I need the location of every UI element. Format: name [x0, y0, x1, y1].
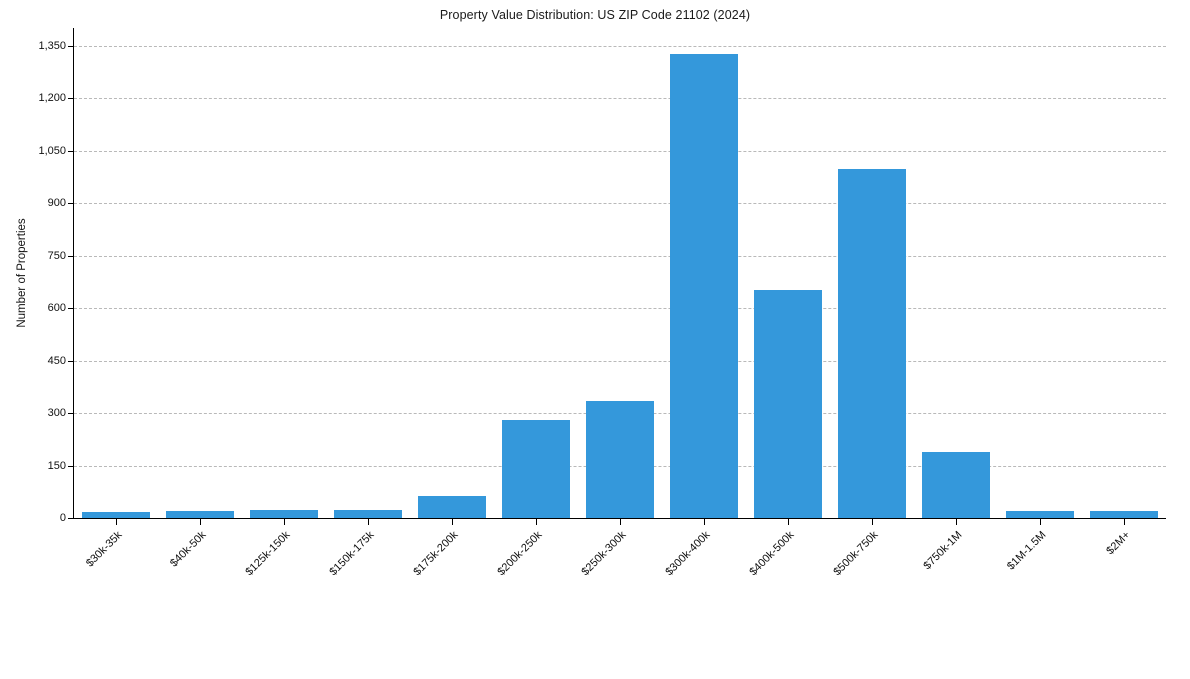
- bar[interactable]: [922, 452, 990, 518]
- bar[interactable]: [82, 512, 150, 518]
- bars-group: [74, 28, 1166, 518]
- y-tick-mark: [68, 360, 74, 362]
- x-tick-label: $175k-200k: [411, 529, 461, 579]
- x-tick-label: $125k-150k: [243, 529, 293, 579]
- x-tick-mark: [536, 519, 537, 525]
- y-tick-mark: [68, 255, 74, 257]
- gridline: [74, 45, 1166, 47]
- gridline: [74, 308, 1166, 309]
- x-tick-mark: [956, 519, 957, 525]
- x-tick-mark: [368, 519, 369, 525]
- x-tick-label: $300k-400k: [663, 529, 713, 579]
- x-tick-label: $750k-1M: [921, 529, 965, 573]
- x-tick-mark: [116, 519, 117, 525]
- chart-figure: Property Value Distribution: US ZIP Code…: [16, 8, 1166, 579]
- bar[interactable]: [250, 509, 318, 518]
- x-tick-label: $150k-175k: [327, 529, 377, 579]
- x-tick-mark: [1040, 519, 1041, 525]
- y-axis-spine: [73, 28, 74, 519]
- x-tick-mark: [1124, 519, 1125, 525]
- y-tick-mark: [68, 465, 74, 467]
- y-tick-mark: [68, 98, 74, 99]
- y-tick-label: 900: [47, 197, 66, 209]
- x-tick-label: $2M+: [1104, 529, 1133, 558]
- y-tick-label: 0: [59, 512, 66, 524]
- chart-title: Property Value Distribution: US ZIP Code…: [439, 8, 751, 22]
- x-tick-mark: [284, 519, 285, 525]
- x-axis-spine: [74, 518, 1166, 520]
- plot-area: [74, 28, 1166, 518]
- bar[interactable]: [418, 495, 486, 518]
- y-tick-mark: [68, 203, 74, 204]
- y-tick-mark: [68, 413, 74, 414]
- y-tick-label: 600: [47, 302, 66, 314]
- bar[interactable]: [1090, 511, 1158, 518]
- y-tick-mark: [68, 150, 74, 152]
- bar[interactable]: [586, 401, 654, 518]
- y-tick-label: 450: [47, 354, 66, 367]
- y-tick-label: 1,050: [38, 144, 66, 157]
- y-tick-mark: [68, 518, 74, 519]
- x-tick-label: $40k-50k: [167, 529, 209, 570]
- bar[interactable]: [1006, 510, 1074, 518]
- x-tick-label: $1M-1.5M: [1004, 529, 1049, 573]
- x-tick-mark: [872, 519, 873, 525]
- x-tick-mark: [200, 519, 201, 525]
- y-tick-mark: [68, 45, 74, 47]
- gridline: [74, 203, 1166, 204]
- bar[interactable]: [670, 54, 738, 518]
- y-tick-mark: [68, 308, 74, 309]
- gridline: [74, 360, 1166, 362]
- y-tick-label: 1,350: [38, 39, 66, 52]
- x-tick-mark: [704, 519, 705, 525]
- x-tick-label: $250k-300k: [579, 529, 629, 579]
- gridline: [74, 150, 1166, 152]
- x-tick-label: $200k-250k: [495, 529, 545, 579]
- x-tick-label: $500k-750k: [831, 529, 881, 579]
- x-tick-mark: [788, 519, 789, 525]
- x-tick-mark: [452, 519, 453, 525]
- bar[interactable]: [166, 511, 234, 518]
- bar[interactable]: [838, 168, 906, 518]
- bar[interactable]: [334, 509, 402, 518]
- x-tick-label: $400k-500k: [747, 529, 797, 579]
- bar[interactable]: [502, 420, 570, 518]
- x-tick-label: $30k-35k: [83, 529, 125, 570]
- gridline: [74, 255, 1166, 257]
- bar[interactable]: [754, 290, 822, 518]
- y-tick-label: 300: [47, 407, 66, 419]
- gridline: [74, 98, 1166, 99]
- x-tick-mark: [620, 519, 621, 525]
- y-tick-label: 750: [47, 249, 66, 262]
- y-tick-label: 1,200: [38, 92, 66, 104]
- y-tick-label: 150: [47, 459, 66, 472]
